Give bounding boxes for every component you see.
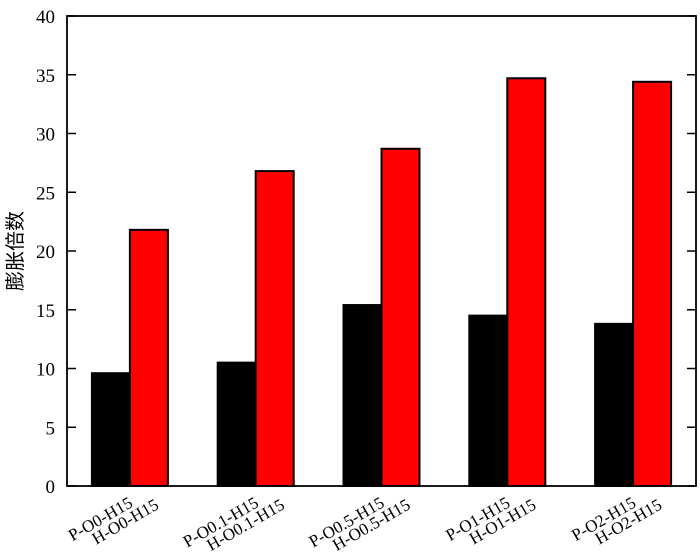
y-tick-label: 20 — [36, 242, 55, 263]
bar-series1-2 — [216, 361, 257, 487]
bar-series2-2 — [254, 170, 295, 487]
bar-series1-4 — [468, 314, 509, 487]
y-tick-label: 10 — [36, 360, 55, 381]
bar-series1-1 — [90, 372, 131, 488]
bar-series1-3 — [342, 304, 383, 487]
y-tick-label: 25 — [36, 183, 55, 204]
bars-group — [90, 77, 673, 488]
y-tick-label: 15 — [36, 301, 55, 322]
y-tick-label: 0 — [46, 477, 56, 498]
y-tick-label: 30 — [36, 125, 55, 146]
y-ticks-group: 0 5 10 15 20 25 30 35 40 — [36, 7, 696, 498]
y-axis-label: 膨胀倍数 — [4, 211, 27, 291]
y-tick-label: 40 — [36, 7, 55, 28]
bar-series2-4 — [506, 77, 547, 488]
bar-series1-5 — [594, 322, 635, 487]
bar-series2-3 — [380, 147, 421, 487]
y-tick-label: 5 — [46, 418, 56, 439]
bar-series2-1 — [128, 228, 169, 487]
y-tick-label: 35 — [36, 66, 55, 87]
bar-series2-5 — [632, 80, 673, 488]
